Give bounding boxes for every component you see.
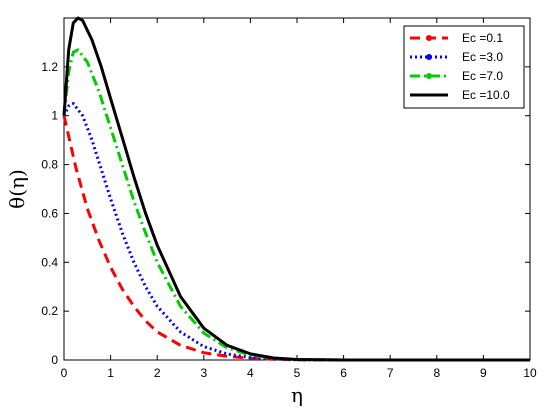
x-tick-label: 8 <box>433 366 440 380</box>
y-tick-labels: 0 0.2 0.4 0.6 0.8 1 1.2 <box>41 60 58 367</box>
y-tick-label: 1 <box>51 109 58 123</box>
series-line-4 <box>62 16 530 362</box>
series-line-3 <box>62 48 530 362</box>
legend-label: Ec =3.0 <box>462 50 503 64</box>
x-tick-label: 5 <box>294 366 301 380</box>
legend-label: Ec =10.0 <box>462 88 510 102</box>
x-tick-label: 6 <box>340 366 347 380</box>
y-tick-label: 0.2 <box>41 304 58 318</box>
x-tick-label: 3 <box>200 366 207 380</box>
legend: Ec =0.1 Ec =3.0 Ec =7.0 Ec =10.0 <box>403 25 525 109</box>
legend-marker <box>426 73 432 79</box>
y-tick-label: 0 <box>51 353 58 367</box>
x-tick-label: 0 <box>61 366 68 380</box>
x-tick-labels: 0 1 2 3 4 5 6 7 8 9 10 <box>61 366 537 380</box>
legend-marker <box>426 35 432 41</box>
x-tick-label: 4 <box>247 366 254 380</box>
x-tick-label: 7 <box>387 366 394 380</box>
series-lines <box>62 16 530 362</box>
x-tick-label: 9 <box>480 366 487 380</box>
y-axis-label: θ(η) <box>5 169 29 209</box>
legend-label: Ec =0.1 <box>462 31 503 45</box>
y-tick-label: 0.4 <box>41 255 58 269</box>
legend-marker <box>426 54 432 60</box>
x-tick-label: 1 <box>107 366 114 380</box>
legend-label: Ec =7.0 <box>462 69 503 83</box>
x-tick-label: 10 <box>523 366 537 380</box>
y-tick-label: 0.8 <box>41 158 58 172</box>
y-tick-label: 1.2 <box>41 60 58 74</box>
y-tick-label: 0.6 <box>41 206 58 220</box>
x-axis-label: η <box>291 383 303 407</box>
x-tick-label: 2 <box>154 366 161 380</box>
